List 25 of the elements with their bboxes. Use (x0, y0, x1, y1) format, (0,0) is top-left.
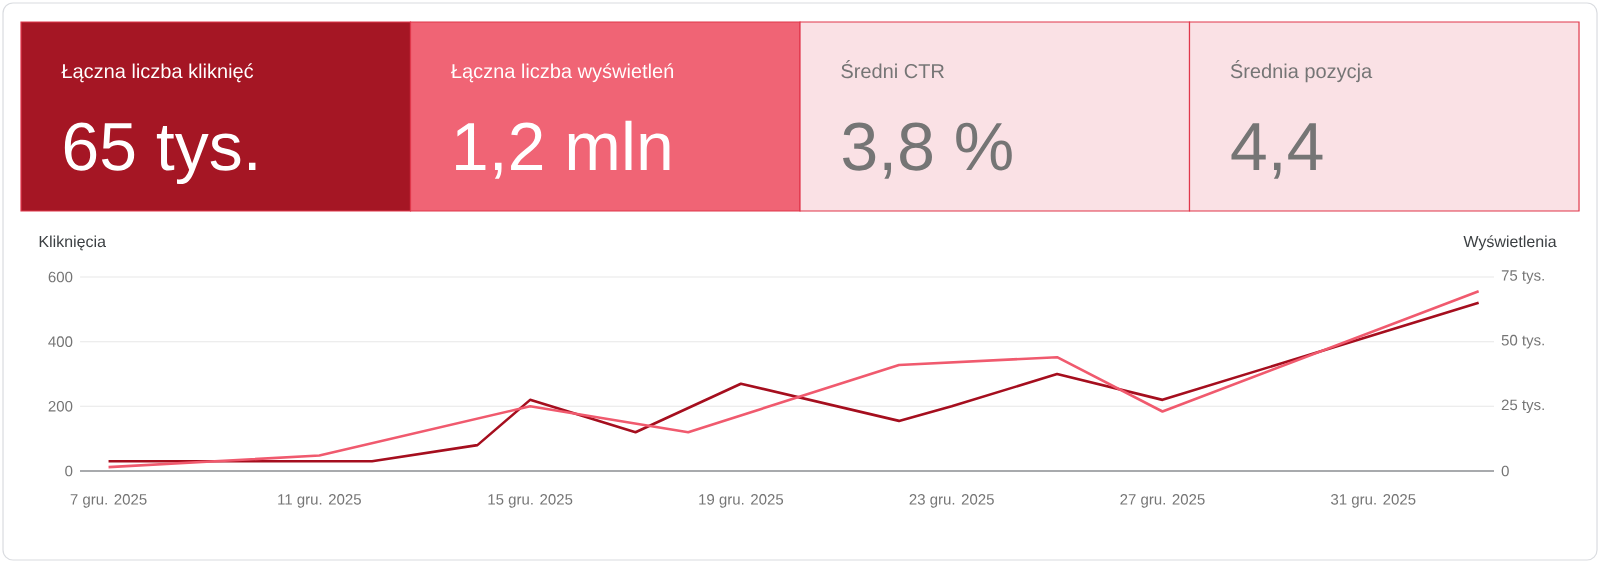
x-tick-label: 31 gru. 2025 (1331, 494, 1416, 508)
x-tick-label: 27 gru. 2025 (1120, 494, 1205, 508)
x-tick-label: 11 gru. 2025 (278, 494, 361, 508)
x-tick-label: 23 gru. 2025 (909, 494, 994, 508)
x-tick-label: 15 gru. 2025 (488, 494, 573, 508)
y-tick-label: 0 (65, 465, 73, 477)
y-axis-title: Kliknięcia (39, 235, 106, 251)
y2-tick-label: 25 tys. (1501, 399, 1544, 414)
text: 1,2 mln (456, 120, 670, 179)
y-tick-label: 600 (48, 271, 73, 283)
y2-axis-title: Wyświetlenia (1463, 235, 1557, 251)
y-tick-label: 200 (48, 401, 73, 412)
text: 65 tys. (64, 122, 256, 185)
x-tick-label: 7 gru. 2025 (70, 494, 147, 508)
y-tick-label: 400 (48, 336, 73, 347)
category-label: Średnia pozycja (1230, 60, 1373, 83)
text: 3,8 % (843, 122, 1012, 179)
category-label: Średni CTR (841, 60, 944, 79)
text: 4,4 (1231, 123, 1323, 179)
category-label: Łączna liczba wyświetleń (451, 63, 674, 83)
y2-tick-label: 0 (1501, 465, 1509, 477)
y2-tick-label: 50 tys. (1501, 334, 1544, 349)
category-label: Łączna liczba kliknięć (61, 63, 254, 83)
x-tick-label: 19 gru. 2025 (699, 494, 784, 508)
y2-tick-label: 75 tys. (1501, 270, 1544, 284)
